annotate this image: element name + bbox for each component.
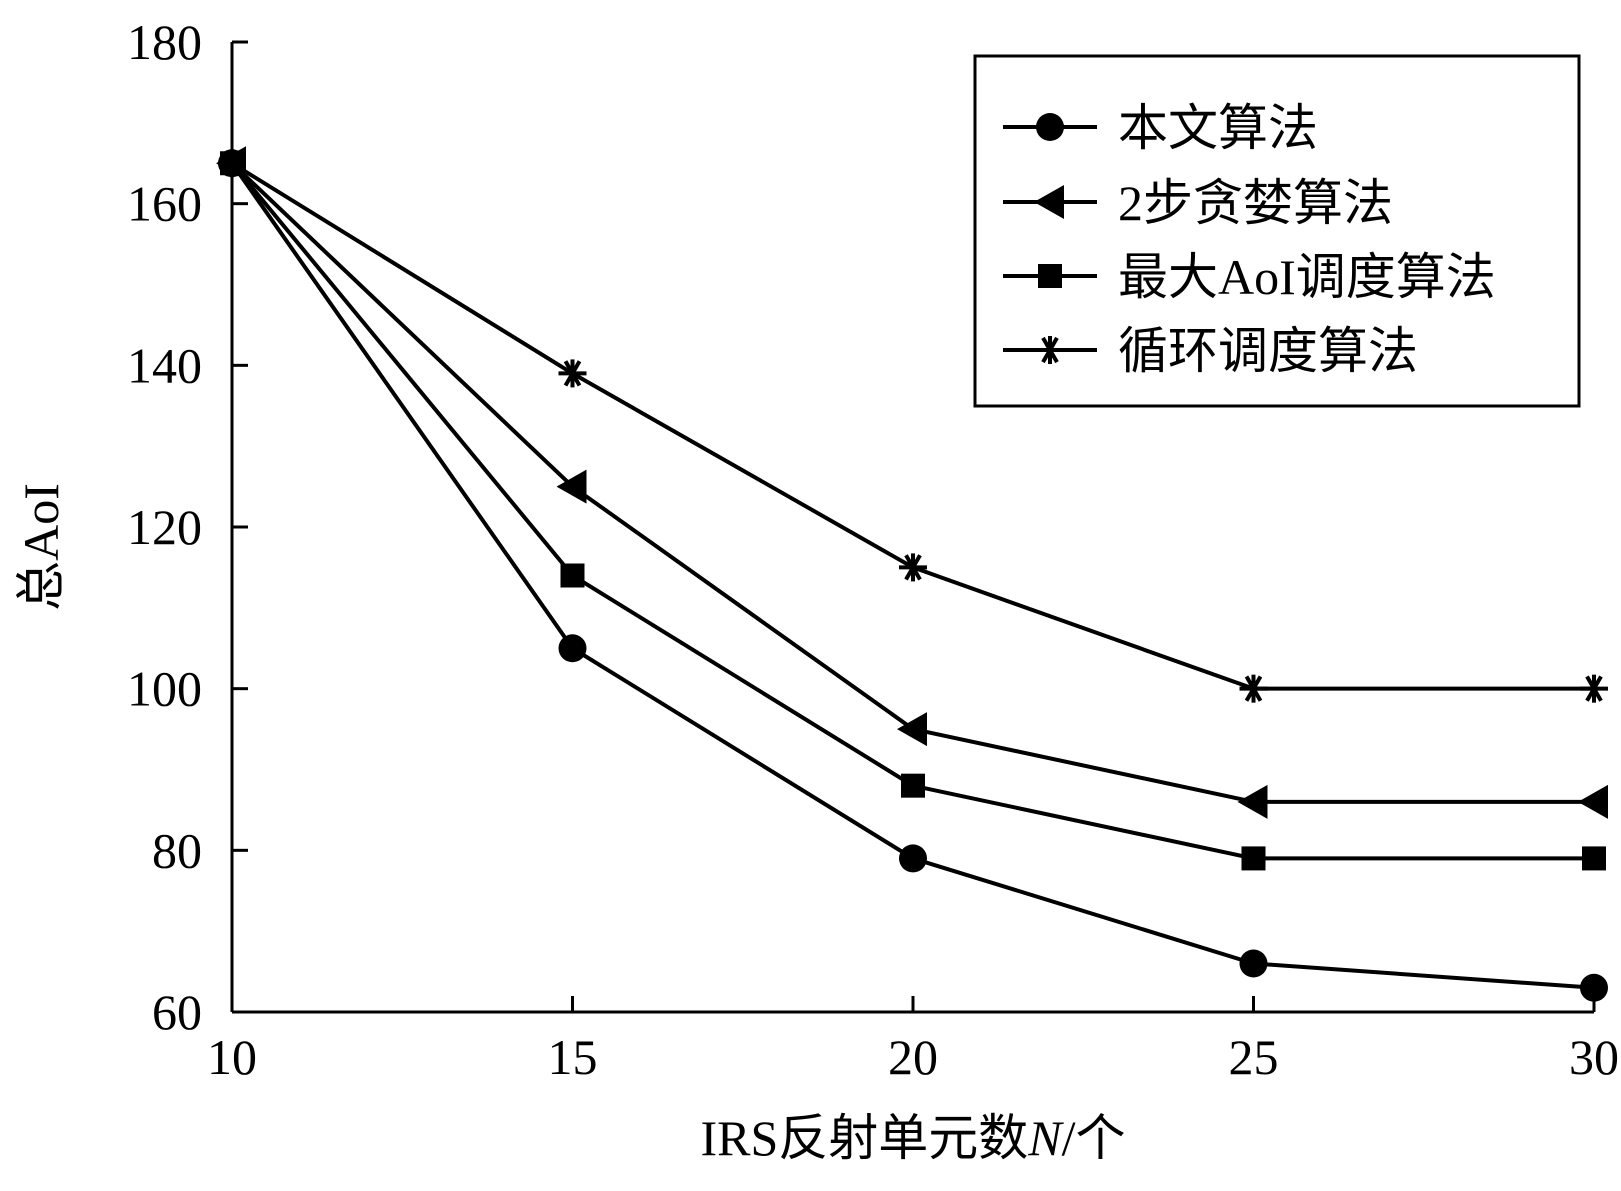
legend-item: 循环调度算法 xyxy=(1003,323,1418,379)
data-point xyxy=(556,469,587,504)
legend-item: 本文算法 xyxy=(1003,100,1318,156)
data-point xyxy=(899,844,927,873)
data-point xyxy=(901,773,925,798)
x-tick-label: 10 xyxy=(207,1029,257,1085)
legend-marker xyxy=(1034,185,1064,219)
legend-marker xyxy=(1036,336,1064,364)
legend-label: 本文算法 xyxy=(1118,100,1318,156)
y-axis-title: 总AoI xyxy=(13,483,69,611)
legend-marker xyxy=(1038,264,1062,288)
legend-label: 最大AoI调度算法 xyxy=(1118,249,1496,305)
data-point xyxy=(558,359,587,388)
legend-label: 2步贪婪算法 xyxy=(1118,175,1393,231)
data-point xyxy=(1237,784,1268,819)
x-tick-label: 30 xyxy=(1569,1029,1619,1085)
data-point xyxy=(1578,784,1608,819)
x-tick-label: 20 xyxy=(888,1029,938,1085)
legend-item: 最大AoI调度算法 xyxy=(1003,249,1496,305)
x-axis-title-suffix: /个 xyxy=(1062,1110,1126,1166)
legend-label: 循环调度算法 xyxy=(1118,323,1418,379)
x-axis-title: IRS反射单元数N/个 xyxy=(700,1110,1125,1166)
data-point xyxy=(1580,674,1608,703)
x-tick-label: 25 xyxy=(1229,1029,1279,1085)
data-point xyxy=(1241,846,1266,871)
y-tick-label: 180 xyxy=(127,14,202,70)
data-point xyxy=(558,634,587,663)
series-3 xyxy=(218,149,1608,703)
legend-marker xyxy=(1036,113,1064,141)
x-axis-ticks: 10 15 20 25 30 xyxy=(207,996,1619,1085)
y-axis-ticks: 60 80 100 120 140 160 180 xyxy=(127,14,248,1040)
series-2 xyxy=(220,151,1606,871)
data-point xyxy=(1582,846,1606,871)
y-tick-label: 100 xyxy=(127,661,202,717)
data-point xyxy=(897,712,927,747)
data-point xyxy=(560,563,585,588)
y-tick-label: 60 xyxy=(152,984,202,1040)
y-tick-label: 80 xyxy=(152,822,202,878)
y-tick-label: 140 xyxy=(127,337,202,393)
series-layer xyxy=(216,146,1608,1002)
x-axis-title-variable: N xyxy=(1027,1110,1064,1166)
y-tick-label: 120 xyxy=(127,499,202,555)
legend-item: 2步贪婪算法 xyxy=(1003,175,1393,231)
y-tick-label: 160 xyxy=(127,176,202,232)
data-point xyxy=(1580,973,1608,1002)
data-point xyxy=(1239,674,1268,703)
legend-box xyxy=(973,54,1581,408)
x-axis-title-prefix: IRS反射单元数 xyxy=(700,1110,1028,1166)
data-point xyxy=(1239,949,1268,978)
data-point xyxy=(899,553,927,582)
data-point xyxy=(218,149,246,178)
x-tick-label: 15 xyxy=(548,1029,598,1085)
